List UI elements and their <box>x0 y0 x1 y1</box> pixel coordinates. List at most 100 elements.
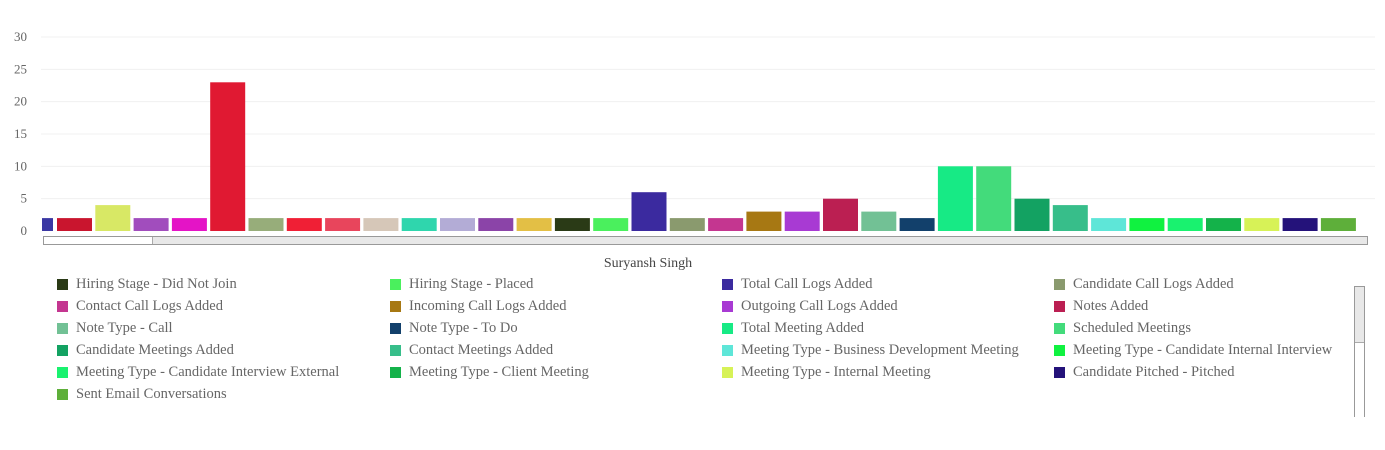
legend-label: Sent Email Conversations <box>76 385 227 402</box>
legend-item[interactable]: Incoming Call Logs Added <box>390 295 722 317</box>
legend-item[interactable]: Contact Call Logs Added <box>57 295 390 317</box>
y-tick-label: 25 <box>14 61 27 76</box>
legend-item[interactable]: Meeting Type - Business Development Meet… <box>722 339 1054 361</box>
bar[interactable] <box>554 218 590 231</box>
legend-label: Meeting Type - Candidate Interview Exter… <box>76 363 340 380</box>
bar[interactable] <box>1167 218 1203 231</box>
legend-swatch <box>390 366 401 378</box>
bar[interactable] <box>899 218 935 231</box>
bar[interactable] <box>746 211 782 231</box>
legend-item[interactable]: Candidate Call Logs Added <box>1054 276 1350 295</box>
bar[interactable] <box>593 218 629 231</box>
legend-label: Hiring Stage - Did Not Join <box>76 276 237 292</box>
legend-label: Contact Call Logs Added <box>76 297 223 314</box>
legend-item[interactable]: Total Meeting Added <box>722 317 1054 339</box>
legend-swatch <box>1054 300 1065 312</box>
y-tick-label: 5 <box>21 191 28 206</box>
bar[interactable] <box>171 218 207 231</box>
legend-swatch <box>390 278 401 290</box>
legend-swatch <box>57 344 68 356</box>
legend-item[interactable]: Total Call Logs Added <box>722 276 1054 295</box>
legend-label: Notes Added <box>1073 297 1149 314</box>
bar[interactable] <box>1206 218 1241 231</box>
bar[interactable] <box>133 218 169 231</box>
legend-swatch <box>1054 322 1065 334</box>
legend-swatch <box>1054 344 1065 356</box>
y-tick-label: 30 <box>14 29 27 44</box>
bar[interactable] <box>478 218 514 231</box>
bar[interactable] <box>976 166 1012 231</box>
bar[interactable] <box>248 218 284 231</box>
y-tick-label: 20 <box>14 94 27 109</box>
bar[interactable] <box>631 192 667 231</box>
legend-item[interactable]: Candidate Pitched - Pitched <box>1054 361 1350 383</box>
legend-swatch <box>57 388 68 400</box>
bar[interactable] <box>1320 218 1356 231</box>
legend-label: Meeting Type - Business Development Meet… <box>741 341 1019 358</box>
bar[interactable] <box>1052 205 1088 231</box>
legend-swatch <box>57 322 68 334</box>
bar-chart: 0 5 10 15 20 25 30 <box>14 29 1375 238</box>
legend-label: Total Call Logs Added <box>741 276 873 292</box>
legend-label: Hiring Stage - Placed <box>409 276 534 292</box>
bar[interactable] <box>669 218 705 231</box>
legend-label: Meeting Type - Internal Meeting <box>741 363 931 380</box>
legend-item[interactable]: Sent Email Conversations <box>57 383 390 405</box>
legend-swatch <box>722 366 733 378</box>
legend-swatch <box>722 300 733 312</box>
legend-scrollbar[interactable] <box>1354 286 1365 417</box>
legend-label: Total Meeting Added <box>741 319 865 336</box>
legend-swatch <box>1054 278 1065 290</box>
bar[interactable] <box>95 205 131 231</box>
legend-item[interactable]: Scheduled Meetings <box>1054 317 1350 339</box>
bar[interactable] <box>1282 218 1318 231</box>
legend-scrollbar-thumb[interactable] <box>1355 342 1364 417</box>
y-tick-label: 15 <box>14 126 27 141</box>
bar[interactable] <box>363 218 399 231</box>
legend-swatch <box>722 322 733 334</box>
bar[interactable] <box>57 218 92 231</box>
bar[interactable] <box>440 218 475 231</box>
legend-label: Incoming Call Logs Added <box>409 297 567 314</box>
bar[interactable] <box>516 218 552 231</box>
legend-label: Note Type - Call <box>76 319 173 336</box>
bar[interactable] <box>210 82 246 231</box>
legend-label: Candidate Meetings Added <box>76 341 234 358</box>
legend-label: Candidate Pitched - Pitched <box>1073 363 1235 380</box>
y-tick-label: 10 <box>14 158 27 173</box>
legend-label: Meeting Type - Candidate Internal Interv… <box>1073 341 1333 358</box>
legend-list: Hiring Stage - Did Not Join Hiring Stage … <box>57 276 1350 405</box>
bar[interactable] <box>708 218 744 231</box>
legend-item[interactable]: Candidate Meetings Added <box>57 339 390 361</box>
horizontal-scrollbar[interactable] <box>43 236 1368 245</box>
bar[interactable] <box>784 211 820 231</box>
legend-item[interactable]: Meeting Type - Candidate Interview Exter… <box>57 361 390 383</box>
legend-item[interactable]: Contact Meetings Added <box>390 339 722 361</box>
legend-item[interactable]: Outgoing Call Logs Added <box>722 295 1054 317</box>
bar[interactable] <box>1129 218 1165 231</box>
x-axis-label: Suryansh Singh <box>603 256 693 271</box>
legend-item[interactable]: Hiring Stage - Placed <box>390 276 722 295</box>
legend-item[interactable]: Note Type - Call <box>57 317 390 339</box>
legend-swatch <box>390 300 401 312</box>
horizontal-scrollbar-thumb[interactable] <box>44 237 153 244</box>
legend-swatch <box>57 278 68 290</box>
bar[interactable] <box>823 198 858 231</box>
legend-item[interactable]: Notes Added <box>1054 295 1350 317</box>
bar[interactable] <box>286 218 322 231</box>
legend-item[interactable]: Meeting Type - Client Meeting <box>390 361 722 383</box>
legend-label: Candidate Call Logs Added <box>1073 276 1234 292</box>
bar[interactable] <box>401 218 437 231</box>
legend-item[interactable]: Meeting Type - Candidate Internal Interv… <box>1054 339 1350 361</box>
legend-item[interactable]: Meeting Type - Internal Meeting <box>722 361 1054 383</box>
bar[interactable] <box>937 166 973 231</box>
bar[interactable] <box>1244 218 1280 231</box>
bar[interactable] <box>325 218 361 231</box>
legend-swatch <box>1054 366 1065 378</box>
bar[interactable] <box>42 218 53 231</box>
legend-item[interactable]: Hiring Stage - Did Not Join <box>57 276 390 295</box>
bar[interactable] <box>1091 218 1127 231</box>
legend-item[interactable]: Note Type - To Do <box>390 317 722 339</box>
bar[interactable] <box>861 211 897 231</box>
bar[interactable] <box>1014 198 1050 231</box>
